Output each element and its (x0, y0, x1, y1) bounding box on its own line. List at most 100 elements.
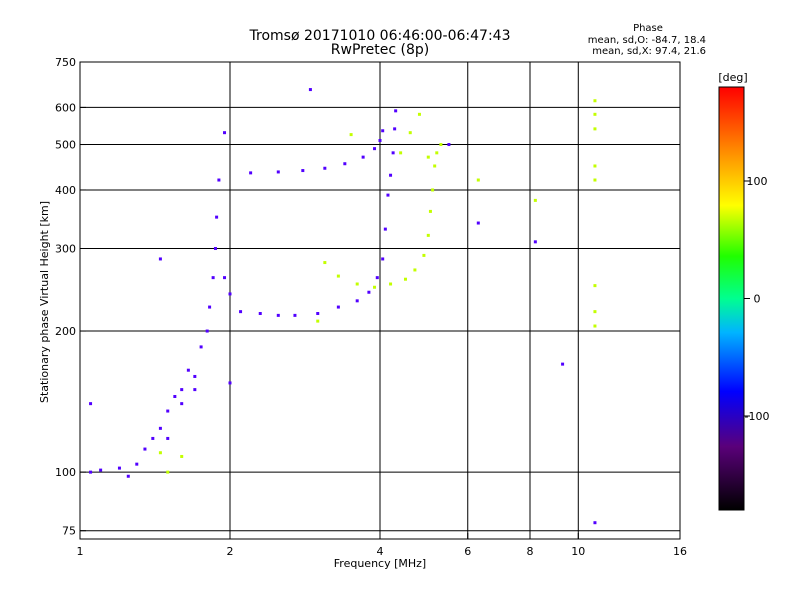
o-mode-point (205, 329, 209, 333)
y-tick-label: 300 (55, 243, 76, 256)
o-mode-point (276, 170, 280, 174)
o-mode-point (215, 215, 219, 219)
o-mode-point (476, 221, 480, 225)
x-mode-point (593, 164, 597, 168)
o-mode-point (308, 88, 312, 92)
x-mode-point (417, 112, 421, 116)
o-mode-point (223, 131, 227, 135)
y-tick-label: 750 (55, 56, 76, 69)
x-mode-point (433, 164, 437, 168)
o-mode-point (173, 395, 177, 399)
o-mode-point (386, 193, 390, 197)
o-mode-point (193, 388, 197, 392)
chart-title: Tromsø 20171010 06:46:00-06:47:43 (249, 28, 511, 44)
x-mode-point (439, 143, 443, 147)
x-mode-point (593, 127, 597, 131)
x-tick-label: 1 (77, 545, 84, 558)
o-mode-point (393, 127, 397, 131)
o-mode-point (117, 466, 121, 470)
y-tick-label: 75 (62, 525, 76, 538)
x-mode-point (428, 209, 432, 213)
o-mode-point (394, 109, 398, 113)
chart-subtitle: RwPretec (8p) (331, 42, 429, 58)
o-mode-point (561, 362, 565, 366)
x-mode-point (593, 324, 597, 328)
o-mode-point (323, 166, 327, 170)
x-mode-point (435, 151, 439, 155)
o-mode-point (391, 151, 395, 155)
o-mode-point (447, 143, 451, 147)
x-mode-point (373, 285, 377, 289)
o-mode-point (378, 139, 382, 143)
o-mode-point (258, 312, 262, 316)
colorbar-tick-label: -100 (745, 410, 770, 423)
x-mode-point (593, 112, 597, 116)
o-mode-point (166, 436, 170, 440)
stats-line-o: mean, sd,O: -84.7, 18.4 (588, 35, 706, 46)
o-mode-point (186, 368, 190, 372)
y-tick-label: 100 (55, 466, 76, 479)
x-mode-point (593, 310, 597, 314)
o-mode-point (389, 173, 393, 177)
x-mode-point (399, 151, 403, 155)
x-tick-label: 8 (527, 545, 534, 558)
x-mode-point (349, 133, 353, 137)
o-mode-point (239, 310, 243, 314)
x-axis-ticks: 1 2 4 6 8 10 16 (77, 533, 687, 558)
o-mode-point (383, 227, 387, 231)
o-mode-point (166, 409, 170, 413)
o-mode-point (381, 129, 385, 133)
x-mode-point (323, 261, 327, 265)
o-mode-point (208, 305, 212, 309)
o-mode-point (293, 313, 297, 317)
o-mode-point (126, 474, 130, 478)
o-mode-point (361, 155, 365, 159)
colorbar-tick-label: 0 (754, 293, 761, 306)
colorbar-tick-label: 100 (747, 175, 768, 188)
x-mode-point (593, 99, 597, 103)
stats-heading: Phase (633, 23, 663, 34)
x-mode-point (403, 277, 407, 281)
colorbar-ticks: 100 0 -100 (744, 175, 769, 423)
o-mode-point (373, 147, 377, 151)
x-mode-point (422, 253, 426, 257)
plot-area (79, 61, 681, 540)
x-axis-label: Frequency [MHz] (334, 557, 426, 570)
stats-line-x: mean, sd,X: 97.4, 21.6 (592, 46, 706, 57)
o-mode-point (375, 276, 379, 280)
y-axis-label: Stationary phase Virtual Height [km] (38, 201, 51, 403)
o-mode-point (249, 171, 253, 175)
x-mode-point (593, 178, 597, 182)
o-mode-point (276, 313, 280, 317)
x-mode-point (431, 188, 435, 192)
o-mode-point (158, 426, 162, 430)
o-mode-point (89, 402, 93, 406)
x-mode-point (389, 282, 393, 286)
x-mode-point (426, 233, 430, 237)
o-mode-point (135, 462, 139, 466)
o-mode-point (381, 257, 385, 261)
o-mode-point (228, 381, 232, 385)
o-mode-point (158, 257, 162, 261)
data-points (89, 88, 597, 525)
o-mode-point (533, 240, 537, 244)
x-tick-label: 10 (571, 545, 585, 558)
o-mode-point (316, 312, 320, 316)
o-mode-point (211, 276, 215, 280)
x-mode-point (180, 454, 184, 458)
colorbar (718, 86, 745, 511)
y-tick-label: 500 (55, 139, 76, 152)
o-mode-point (89, 470, 93, 474)
o-mode-point (180, 388, 184, 392)
y-axis-ticks: 75 100 200 300 400 500 600 750 (55, 56, 86, 538)
o-mode-point (355, 299, 359, 303)
y-tick-label: 200 (55, 325, 76, 338)
o-mode-point (180, 402, 184, 406)
x-tick-label: 4 (377, 545, 384, 558)
o-mode-point (213, 247, 217, 251)
o-mode-point (217, 178, 221, 182)
x-mode-point (408, 131, 412, 135)
o-mode-point (343, 162, 347, 166)
o-mode-point (301, 169, 305, 173)
